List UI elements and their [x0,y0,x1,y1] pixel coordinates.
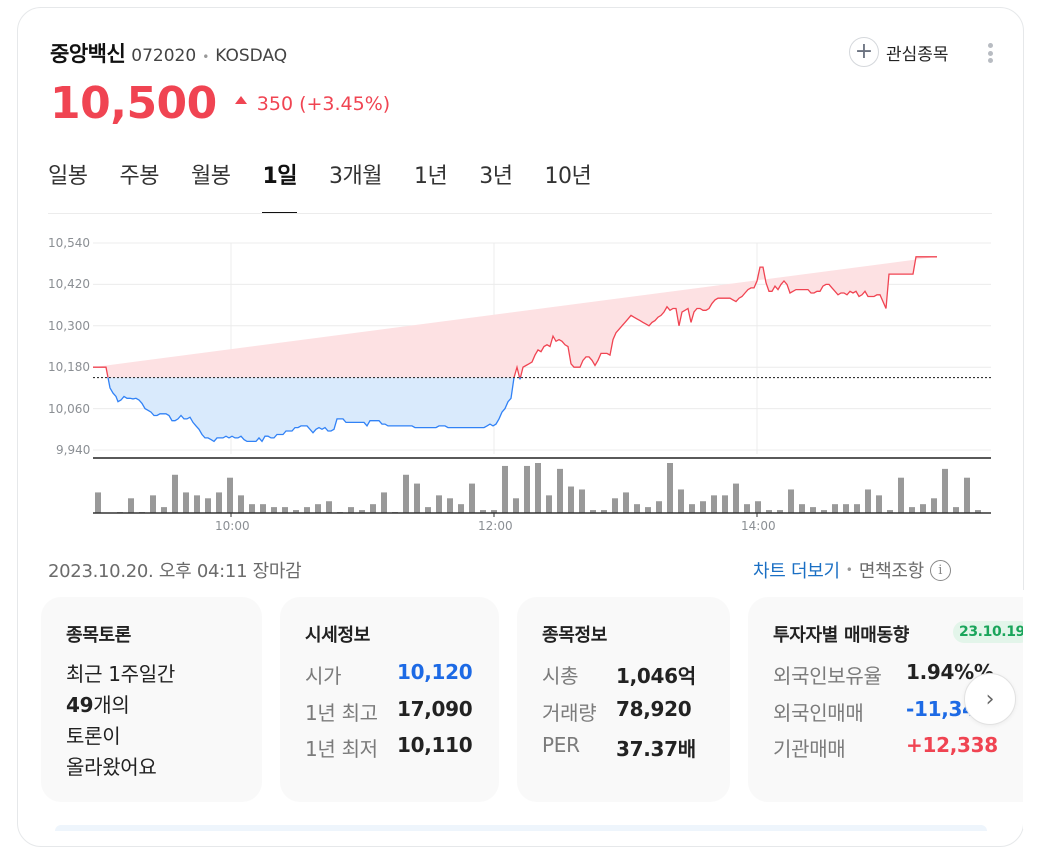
separator: • [202,50,210,64]
x-tick: 10:00 [215,519,250,533]
forum-line: 올라왔어요 [66,755,157,779]
x-tick: 14:00 [741,519,776,533]
row-label: 1년 최고 [305,701,378,725]
chart-canvas [93,242,991,517]
stock-info-row: 시총 1,046억 [542,660,696,689]
up-triangle-icon [234,95,247,104]
row-label: 외국인보유율 [773,664,882,688]
tab-3year[interactable]: 3년 [479,164,513,189]
add-watchlist-button[interactable]: + 관심종목 [849,37,949,67]
y-tick: 10,420 [48,277,90,291]
y-tick: 10,300 [48,319,90,333]
tab-weekly[interactable]: 주봉 [119,164,159,189]
price-change: 350 (+3.45%) [256,92,391,115]
quote-row: 시가 10,120 [305,660,473,689]
disclaimer-link[interactable]: 면책조항 [858,561,924,582]
row-value: 10,110 [397,733,473,757]
forum-count: 49 [66,693,94,717]
separator: • [845,563,853,577]
forum-summary: 최근 1주일간 49개의 토론이 올라왔어요 [66,659,175,783]
tab-10year[interactable]: 10년 [544,164,592,189]
current-price: 10,500 [50,78,217,129]
y-tick: 9,940 [56,443,91,457]
next-cards-button[interactable]: › [964,673,1016,725]
stock-info-card[interactable]: 종목정보 시총 1,046억 거래량 78,920 PER 37.37배 [517,597,730,802]
tab-daily[interactable]: 일봉 [48,164,88,189]
row-label: 시가 [305,664,342,688]
tab-1year[interactable]: 1년 [414,164,448,189]
more-vertical-icon[interactable] [985,40,995,66]
plus-icon: + [849,37,879,67]
stock-info-row: 거래량 78,920 [542,697,692,726]
stock-title-row: 중앙백신 072020 • KOSDAQ [50,38,287,68]
watchlist-label: 관심종목 [886,44,949,65]
stock-info-row: PER 37.37배 [542,733,696,761]
x-tick: 12:00 [478,519,513,533]
forum-line-suffix: 개의 [93,693,130,717]
card-title: 투자자별 매매동향 [773,625,910,646]
investor-row: 기관매매 +12,338 [773,733,998,762]
row-value: 1,046억 [616,664,696,688]
tab-monthly[interactable]: 월봉 [190,164,231,189]
stock-name[interactable]: 중앙백신 [50,42,126,66]
row-value: 37.37배 [616,737,696,761]
date-badge: 23.10.19 [953,621,1031,643]
chevron-right-icon: › [985,686,995,712]
bottom-banner [55,825,987,831]
forum-line: 토론이 [66,724,121,748]
row-value: 17,090 [397,697,473,721]
tab-3month[interactable]: 3개월 [329,164,382,189]
price-row: 10,500 350 (+3.45%) [50,78,390,129]
forum-line: 49개의 [66,690,175,721]
chart-links: 차트 더보기 • 면책조항 i [753,557,951,583]
row-label: 거래량 [542,701,597,725]
card-title: 시세정보 [305,625,371,646]
info-icon[interactable]: i [929,559,951,581]
investor-row: 외국인매매 -11,34 [773,697,976,726]
row-label: 외국인매매 [773,701,864,725]
quote-row: 1년 최저 10,110 [305,733,473,762]
row-value: 78,920 [616,697,692,721]
y-tick: 10,060 [48,402,90,416]
forum-card[interactable]: 종목토론 최근 1주일간 49개의 토론이 올라왔어요 [41,597,262,802]
forum-line: 최근 1주일간 [66,662,175,686]
period-tabs: 일봉 주봉 월봉 1일 3개월 1년 3년 10년 [48,158,623,214]
card-clip [1023,590,1057,829]
y-tick: 10,540 [48,236,90,250]
quote-row: 1년 최고 17,090 [305,697,473,726]
chart-more-link[interactable]: 차트 더보기 [753,561,840,582]
row-value: +12,338 [906,733,998,757]
row-label: 기관매매 [773,737,846,761]
tabs-divider [48,213,992,214]
card-title: 종목정보 [542,625,608,646]
row-label: 시총 [542,664,579,688]
market-name: KOSDAQ [215,46,288,66]
row-value: 10,120 [397,660,473,684]
y-tick: 10,180 [48,360,90,374]
market-status: 2023.10.20. 오후 04:11 장마감 [48,561,302,582]
row-label: PER [542,733,580,757]
row-label: 1년 최저 [305,737,378,761]
stock-code: 072020 [131,46,197,66]
investor-row: 외국인보유율 1.94%% [773,660,994,689]
card-title: 종목토론 [66,625,132,646]
quote-info-card[interactable]: 시세정보 시가 10,120 1년 최고 17,090 1년 최저 10,110 [280,597,499,802]
